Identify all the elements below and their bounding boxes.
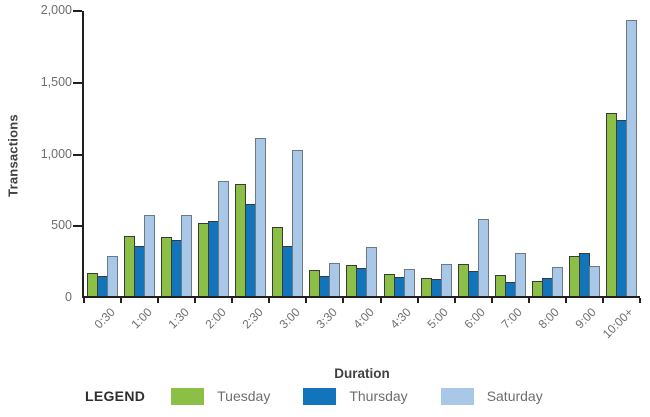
x-axis-title: Duration <box>334 366 390 381</box>
bar-group-3:00 <box>269 11 306 298</box>
x-tick-mark <box>120 298 123 303</box>
x-tick-mark <box>83 298 85 303</box>
bar-saturday-10:00+ <box>625 20 637 298</box>
legend-label: Tuesday <box>217 388 271 404</box>
bar-group-2:30 <box>232 11 269 298</box>
y-axis-line <box>82 11 84 298</box>
bar-saturday-4:00 <box>366 247 378 298</box>
bar-group-4:00 <box>343 11 380 298</box>
y-tick-label: 0 <box>65 290 72 304</box>
y-tick-mark <box>73 153 82 156</box>
bar-group-5:00 <box>418 11 455 298</box>
legend-swatch-tuesday <box>171 387 205 405</box>
y-tick-label: 1,500 <box>40 74 72 89</box>
x-tick-mark <box>305 298 308 303</box>
x-tick-mark <box>564 298 567 303</box>
x-tick-mark <box>453 298 456 303</box>
x-tick-mark <box>231 298 234 303</box>
x-tick-mark <box>416 298 419 303</box>
y-tick-mark <box>73 10 82 12</box>
bar-group-0:30 <box>84 11 121 298</box>
bar-saturday-2:00 <box>218 181 230 298</box>
x-tick-mark <box>601 298 604 303</box>
bar-group-6:00 <box>455 11 492 298</box>
x-axis-line <box>82 296 640 298</box>
bar-group-4:30 <box>381 11 418 298</box>
legend-label: Saturday <box>486 388 543 404</box>
y-tick-label: 1,000 <box>40 146 72 161</box>
bar-saturday-1:30 <box>181 215 193 298</box>
x-tick-mark <box>527 298 530 303</box>
bar-saturday-3:30 <box>329 263 341 298</box>
legend: LEGEND Tuesday Thursday Saturday <box>85 387 576 405</box>
bar-group-7:00 <box>492 11 529 298</box>
x-tick-mark <box>639 298 641 303</box>
bar-saturday-3:00 <box>292 150 304 298</box>
legend-swatch-saturday <box>440 387 474 405</box>
bar-group-9:00 <box>566 11 603 298</box>
legend-entry-tuesday: Tuesday <box>171 387 271 405</box>
x-tick-mark <box>157 298 160 303</box>
bar-saturday-7:00 <box>514 253 526 298</box>
x-tick-mark <box>379 298 382 303</box>
bar-group-8:00 <box>529 11 566 298</box>
legend-entry-saturday: Saturday <box>440 387 543 405</box>
bar-saturday-5:00 <box>440 264 452 298</box>
y-tick-mark <box>73 81 82 84</box>
bar-group-10:00+ <box>603 11 640 298</box>
legend-entry-thursday: Thursday <box>303 387 408 405</box>
bar-group-3:30 <box>306 11 343 298</box>
bar-group-1:00 <box>121 11 158 298</box>
bar-saturday-4:30 <box>403 269 415 298</box>
x-tick-mark <box>194 298 197 303</box>
y-tick-label: 2,000 <box>40 3 72 17</box>
bar-saturday-0:30 <box>107 256 119 298</box>
bar-saturday-8:00 <box>551 267 563 298</box>
bars-layer <box>84 11 640 298</box>
x-tick-mark <box>342 298 345 303</box>
y-tick-label: 500 <box>51 218 72 233</box>
bar-group-1:30 <box>158 11 195 298</box>
legend-items: Tuesday Thursday Saturday <box>171 387 576 405</box>
x-tick-mark <box>490 298 493 303</box>
bar-group-2:00 <box>195 11 232 298</box>
y-tick-mark <box>73 225 82 228</box>
legend-label: Thursday <box>349 388 408 404</box>
legend-title: LEGEND <box>85 388 146 404</box>
bar-saturday-1:00 <box>144 215 156 298</box>
legend-swatch-thursday <box>303 387 337 405</box>
bar-saturday-2:30 <box>255 138 267 298</box>
x-tick-mark <box>268 298 271 303</box>
bar-saturday-9:00 <box>588 266 600 298</box>
bar-saturday-6:00 <box>477 219 489 298</box>
